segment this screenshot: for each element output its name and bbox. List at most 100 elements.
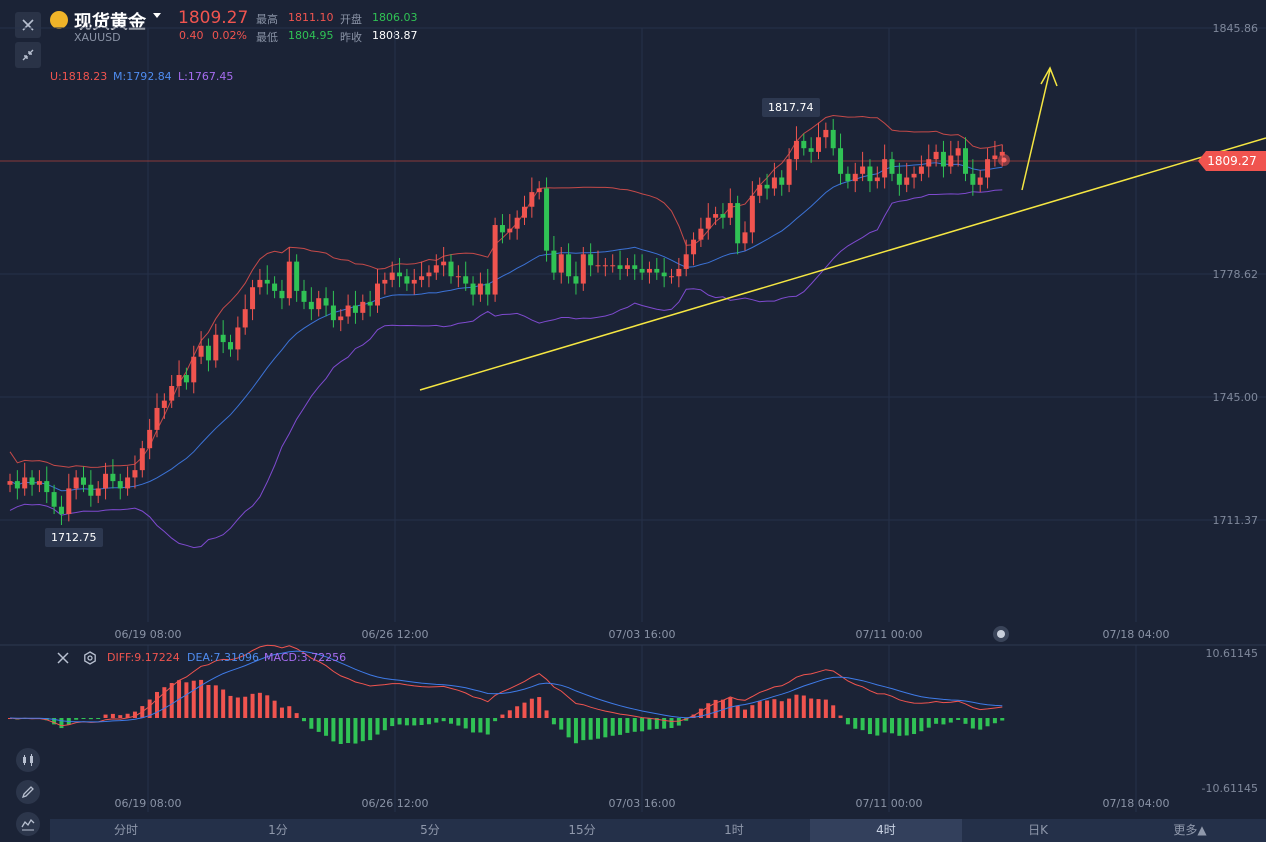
macd-histogram-bar xyxy=(132,711,137,718)
macd-histogram-bar xyxy=(302,718,306,722)
candles-tool-button[interactable] xyxy=(16,748,40,772)
macd-histogram-bar xyxy=(324,718,329,736)
macd-histogram-bar xyxy=(191,680,196,718)
collapse-button[interactable] xyxy=(15,42,41,68)
macd-histogram-bar xyxy=(169,683,174,718)
macd-histogram-bar xyxy=(588,718,593,740)
macd-histogram-bar xyxy=(706,703,711,718)
macd-histogram-bar xyxy=(831,705,836,718)
macd-histogram-bar xyxy=(860,718,865,731)
close-button[interactable] xyxy=(15,12,41,38)
candle-body xyxy=(977,177,983,185)
candle-body xyxy=(713,214,719,218)
candle-body xyxy=(279,290,285,299)
macd-histogram-bar xyxy=(243,696,248,718)
macd-settings-button[interactable] xyxy=(83,650,97,665)
candle-body xyxy=(779,177,785,185)
macd-histogram-bar xyxy=(199,679,204,718)
macd-close-button[interactable] xyxy=(56,650,70,664)
time-tick-label: 07/18 04:00 xyxy=(1103,628,1170,641)
macd-histogram-bar xyxy=(456,718,461,726)
candle-body xyxy=(169,385,175,401)
candle-body xyxy=(889,159,895,174)
candle-body xyxy=(103,473,109,489)
macd-histogram-bar xyxy=(213,685,218,718)
candles-icon xyxy=(23,754,33,766)
candle-body xyxy=(66,488,72,515)
candle-body xyxy=(250,287,256,310)
macd-histogram-bar xyxy=(463,718,468,729)
candle-body xyxy=(213,334,219,361)
macd-histogram-bar xyxy=(155,691,159,718)
macd-histogram-bar xyxy=(522,702,527,718)
bollinger-middle-line xyxy=(9,162,1003,492)
macd-histogram-bar xyxy=(765,700,770,718)
candle-body xyxy=(389,272,395,280)
macd-histogram-bar xyxy=(573,718,578,744)
candle-body xyxy=(911,173,917,178)
macd-histogram-bar xyxy=(897,718,902,736)
tab-5min[interactable]: 5分 xyxy=(420,823,440,837)
candle-body xyxy=(698,228,704,240)
candle-body xyxy=(294,261,300,291)
caret-down-icon[interactable] xyxy=(153,13,161,18)
macd-histogram-bar xyxy=(537,697,542,718)
macd-histogram-bar xyxy=(110,713,115,718)
candle-body xyxy=(705,217,711,229)
macd-histogram-bar xyxy=(449,718,453,724)
candle-body xyxy=(536,188,542,193)
candle-body xyxy=(154,407,160,430)
high-value: 1811.10 xyxy=(288,11,334,24)
candle-body xyxy=(874,177,880,182)
candle-body xyxy=(823,129,829,138)
macd-top-label: 10.61145 xyxy=(1206,647,1259,660)
tab-daily[interactable]: 日K xyxy=(1028,823,1048,837)
candle-body xyxy=(573,276,579,284)
candle-body xyxy=(316,298,322,310)
close-icon xyxy=(57,652,69,664)
bb-middle-legend: M:1792.84 xyxy=(113,70,172,83)
macd-histogram-bar xyxy=(948,718,953,723)
time-tick-label: 06/26 12:00 xyxy=(362,628,429,641)
macd-histogram-bar xyxy=(603,718,608,738)
projection-arrow xyxy=(1021,69,1051,191)
candle-body xyxy=(793,140,799,160)
macd-histogram-bar xyxy=(529,698,534,718)
candle-body xyxy=(183,375,189,383)
macd-histogram-bar xyxy=(618,718,623,735)
max-price-marker: 1817.74 xyxy=(762,98,820,117)
macd-histogram-bar xyxy=(823,699,828,718)
open-value: 1806.03 xyxy=(372,11,418,24)
macd-time-tick-label: 07/18 04:00 xyxy=(1103,797,1170,810)
tab-1hour[interactable]: 1时 xyxy=(724,823,744,837)
macd-histogram-bar xyxy=(691,714,696,718)
macd-histogram-bar xyxy=(566,718,571,738)
tab-4hour[interactable]: 4时 xyxy=(810,819,962,842)
candle-body xyxy=(367,301,373,306)
candle-body xyxy=(661,272,667,277)
macd-histogram-bar xyxy=(632,718,637,732)
macd-histogram-bar xyxy=(743,709,747,718)
indicator-tool-button[interactable] xyxy=(16,812,40,836)
macd-histogram-bar xyxy=(787,698,792,718)
draw-tool-button[interactable] xyxy=(16,780,40,804)
candle-body xyxy=(551,250,557,273)
candle-body xyxy=(7,481,13,485)
projection-arrowhead xyxy=(1040,66,1058,87)
tab-more[interactable]: 更多▲ xyxy=(1173,823,1207,837)
macd-histogram-bar xyxy=(647,718,652,730)
macd-histogram-bar xyxy=(676,718,681,726)
candle-body xyxy=(110,473,116,482)
macd-histogram-bar xyxy=(331,718,336,742)
scroll-dot-icon[interactable] xyxy=(993,626,1009,642)
live-price-dot-core xyxy=(1001,157,1007,163)
macd-bottom-label: -10.61145 xyxy=(1202,782,1258,795)
candle-body xyxy=(771,177,777,189)
macd-histogram-bar xyxy=(596,718,600,739)
tab-15min[interactable]: 15分 xyxy=(568,823,596,837)
tab-timeshare[interactable]: 分时 xyxy=(113,823,138,837)
candle-body xyxy=(242,309,248,328)
macd-time-tick-label: 06/19 08:00 xyxy=(115,797,182,810)
tab-1min[interactable]: 1分 xyxy=(268,823,288,837)
